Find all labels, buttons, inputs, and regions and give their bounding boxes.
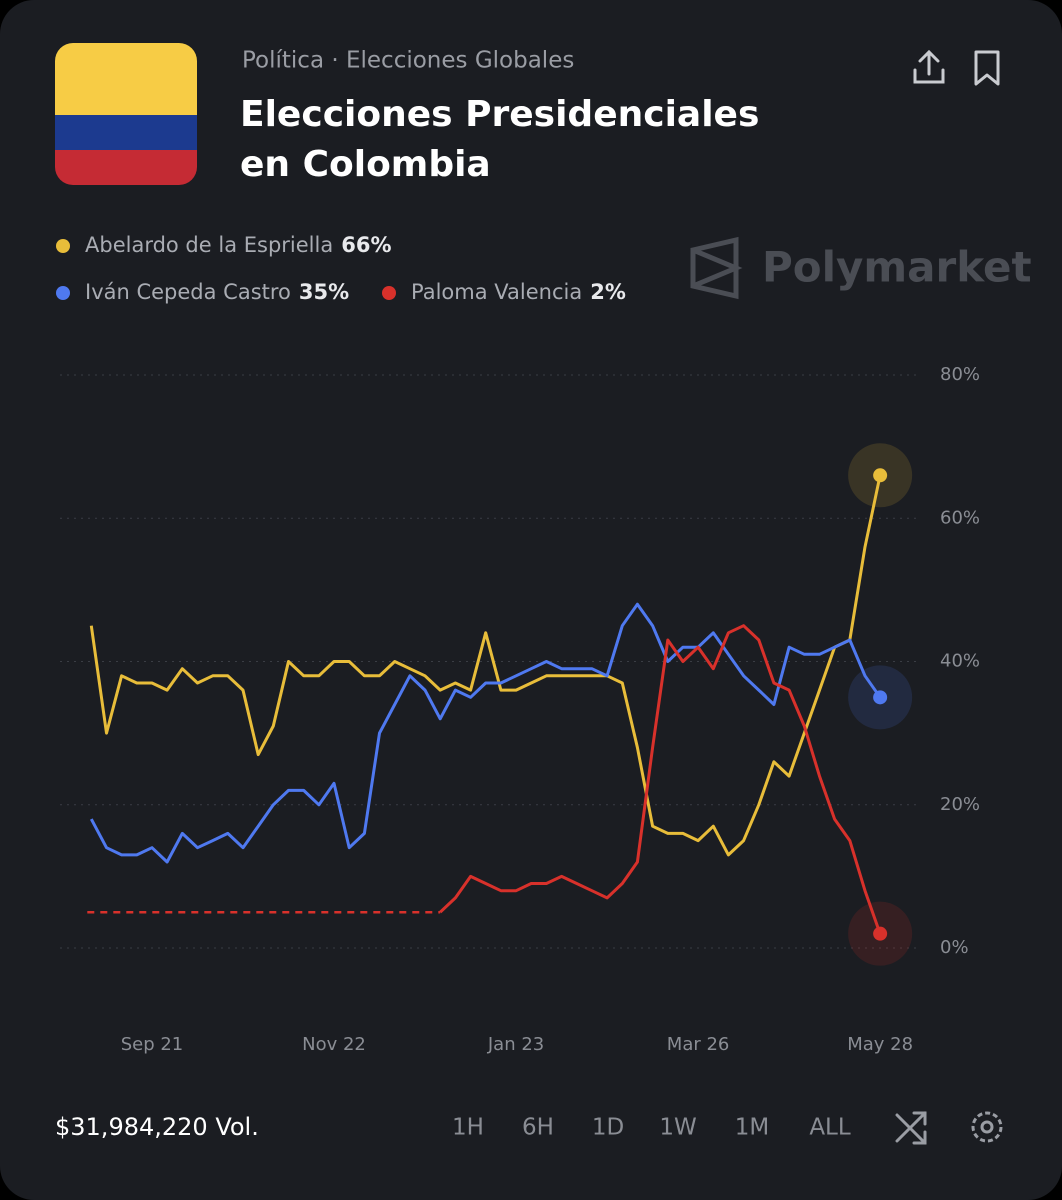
x-tick-label: Sep 21: [121, 1034, 184, 1055]
legend-value: 66%: [341, 233, 391, 257]
y-tick-label: 80%: [940, 364, 980, 385]
share-icon[interactable]: [913, 49, 945, 84]
legend-dot: [56, 239, 70, 253]
range-button[interactable]: 1H: [452, 1115, 484, 1141]
range-button[interactable]: 1D: [592, 1115, 624, 1141]
legend-name: Abelardo de la Espriella: [85, 233, 333, 257]
x-tick-label: Mar 26: [667, 1034, 730, 1055]
y-tick-label: 0%: [940, 937, 969, 958]
series-line: [89, 474, 882, 857]
legend-entry: Abelardo de la Espriella 66%: [85, 233, 391, 257]
range-button[interactable]: ALL: [809, 1115, 851, 1141]
end-dot: [873, 690, 888, 705]
range-button[interactable]: 6H: [522, 1115, 554, 1141]
title: Elecciones Presidenciales en Colombia: [240, 94, 760, 185]
legend-entry: Iván Cepeda Castro 35%: [85, 280, 349, 304]
y-tick-label: 60%: [940, 507, 980, 528]
legend-name: Iván Cepeda Castro: [85, 280, 291, 304]
settings-icon[interactable]: [971, 1111, 1003, 1143]
y-tick-label: 40%: [940, 651, 980, 672]
volume: $31,984,220 Vol.: [55, 1113, 259, 1141]
legend-dot: [56, 286, 70, 300]
flag: [55, 43, 197, 185]
legend-value: 35%: [299, 280, 349, 304]
x-tick-label: May 28: [847, 1034, 913, 1055]
brand: Polymarket: [762, 243, 1032, 292]
brand-logo: [690, 236, 743, 300]
series-line: [439, 624, 882, 935]
end-dot: [873, 926, 888, 941]
x-tick-label: Nov 22: [302, 1034, 366, 1055]
shuffle-icon[interactable]: [895, 1111, 927, 1145]
y-tick-label: 20%: [940, 794, 980, 815]
legend-name: Paloma Valencia: [411, 280, 582, 304]
range-button[interactable]: 1W: [659, 1115, 696, 1141]
range-button[interactable]: 1M: [735, 1115, 769, 1141]
series-line: [89, 602, 882, 864]
title-box: Elecciones Presidenciales en Colombia: [240, 94, 760, 185]
bookmark-icon[interactable]: [974, 50, 1000, 86]
breadcrumb[interactable]: Política · Elecciones Globales: [242, 48, 574, 74]
legend-value: 2%: [590, 280, 626, 304]
end-dot: [873, 468, 888, 483]
legend-dot: [382, 286, 396, 300]
legend-entry: Paloma Valencia 2%: [411, 280, 626, 304]
x-tick-label: Jan 23: [487, 1034, 544, 1055]
